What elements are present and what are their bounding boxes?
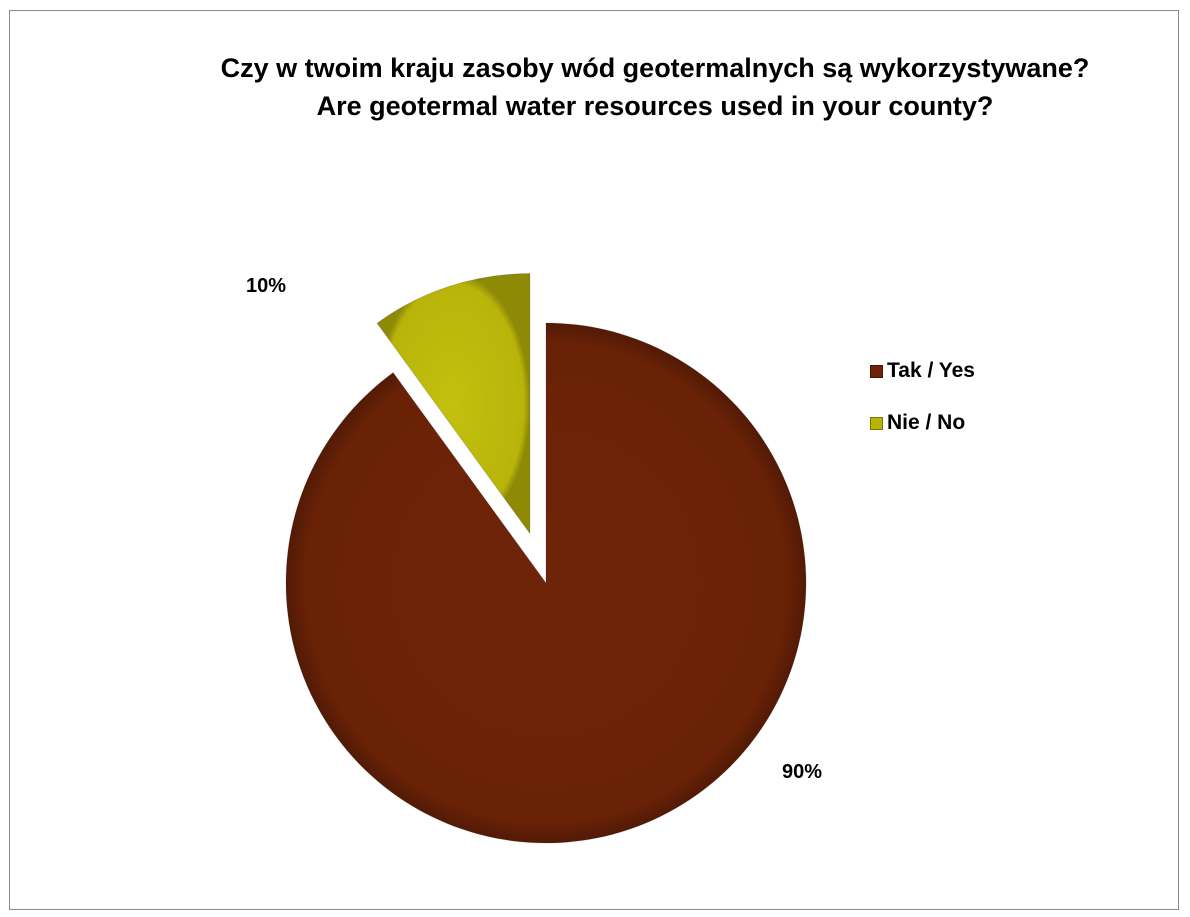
legend-item-no: Nie / No xyxy=(870,410,975,436)
legend: Tak / Yes Nie / No xyxy=(870,358,975,462)
pie-slice-yes xyxy=(285,322,807,844)
chart-title: Czy w twoim kraju zasoby wód geotermalny… xyxy=(10,49,1180,125)
pie-slice-no xyxy=(376,273,531,536)
chart-area: Czy w twoim kraju zasoby wód geotermalny… xyxy=(9,10,1179,910)
data-label-yes: 90% xyxy=(782,761,823,783)
pie-plot xyxy=(285,273,807,844)
legend-swatch-yes xyxy=(870,364,883,378)
chart-title-line-1: Czy w twoim kraju zasoby wód geotermalny… xyxy=(220,53,1090,83)
legend-item-yes: Tak / Yes xyxy=(870,358,975,384)
chart-title-line-2: Are geotermal water resources used in yo… xyxy=(316,91,994,121)
data-label-no: 10% xyxy=(246,275,287,297)
legend-label-yes: Tak / Yes xyxy=(887,359,975,382)
legend-label-no: Nie / No xyxy=(887,411,966,434)
legend-swatch-no xyxy=(870,416,883,430)
